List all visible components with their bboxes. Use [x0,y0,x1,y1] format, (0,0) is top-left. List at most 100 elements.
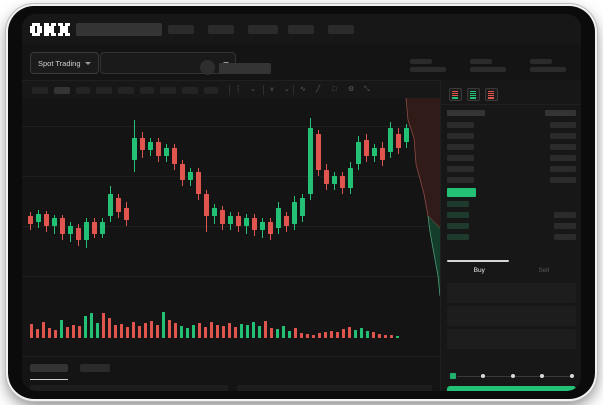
nav-item-1[interactable] [168,25,194,34]
candle-13 [132,98,137,293]
orderbook-ask-price-3[interactable] [447,155,474,161]
timeframe-button-8[interactable] [204,87,218,94]
order-form-tabs: Buy Sell [447,260,576,274]
orderbook-bid-amount-2[interactable] [554,223,576,229]
slider-stop-25[interactable] [480,374,485,378]
orderbook-ask-price-0[interactable] [447,122,474,128]
volume-bar-12 [102,313,105,338]
coin-avatar [200,60,215,75]
orderbook-bid-amount-3[interactable] [554,234,576,240]
timeframe-button-3[interactable] [96,87,112,94]
orderbook-bid-price-1[interactable] [447,212,469,218]
candle-22 [204,98,209,293]
okx-logo[interactable] [30,23,70,36]
slider-stop-75[interactable] [540,374,545,378]
timeframe-button-4[interactable] [118,87,134,94]
orderbook-mode-asks-icon[interactable] [485,88,498,101]
candle-40 [348,98,353,293]
price-chart[interactable] [22,98,440,356]
orderbook-and-order-panel: Buy Sell [440,80,581,391]
indicators-icon[interactable]: ⩛ [270,86,274,93]
order-tab-sell[interactable]: Sell [538,266,550,274]
volume-bar-55 [360,328,363,338]
candle-9 [100,98,105,293]
orderbook-bid-price-3[interactable] [447,234,469,240]
nav-item-4[interactable] [288,25,314,34]
bottom-tab-open-orders[interactable] [30,364,68,372]
volume-bar-16 [126,327,129,338]
orderbook-ask-price-4[interactable] [447,166,474,172]
chart-type-chevron-icon[interactable]: ⌄ [250,86,256,93]
candle-17 [164,98,169,293]
slider-stop-50[interactable] [510,374,515,378]
slider-stop-100[interactable] [570,374,574,378]
orderbook-bid-price-2[interactable] [447,223,469,229]
orderbook-col-header-amount [545,110,576,116]
volume-bar-9 [84,316,87,338]
orderbook-ask-price-5[interactable] [447,177,474,183]
candle-24 [220,98,225,293]
orderbook-ask-amount-0[interactable] [550,122,576,128]
slider-handle[interactable] [449,372,457,380]
timeframe-button-7[interactable] [182,87,198,94]
orderbook-mode-both-icon[interactable] [449,88,462,101]
candle-36 [316,98,321,293]
submit-buy-button[interactable] [447,386,576,391]
orderbook-mode-bids-icon[interactable] [467,88,480,101]
order-amount-field[interactable] [447,306,576,326]
candle-27 [244,98,249,293]
stat-last-price [410,59,446,72]
bottom-tab-order-history[interactable] [80,364,110,372]
timeframe-button-0[interactable] [32,87,48,94]
order-percent-slider[interactable] [449,372,574,380]
candle-2 [44,98,49,293]
camera-snapshot-icon[interactable]: □ [332,86,337,93]
nav-item-3[interactable] [248,25,278,34]
volume-bar-59 [384,335,387,338]
timeframe-button-1[interactable] [54,87,70,94]
fullscreen-icon[interactable]: ⤡ [364,86,370,93]
top-navigation-bar [22,14,581,44]
orderbook-header-divider [441,104,581,105]
orderbook-ask-price-2[interactable] [447,144,474,150]
volume-bar-1 [36,329,39,338]
volume-bar-57 [372,332,375,338]
order-price-field[interactable] [447,283,576,303]
nav-search-box[interactable] [76,23,162,36]
candle-32 [284,98,289,293]
orderbook-ask-amount-2[interactable] [550,144,576,150]
volume-bar-33 [228,323,231,338]
orderbook-ask-price-1[interactable] [447,133,474,139]
order-total-field[interactable] [447,329,576,349]
bottom-panel-left [30,385,228,391]
indicators-chevron-icon[interactable]: ⌄ [284,86,290,93]
order-tab-buy[interactable]: Buy [473,266,485,274]
timeframe-button-5[interactable] [140,87,154,94]
nav-item-2[interactable] [208,25,234,34]
orderbook-ask-amount-4[interactable] [550,166,576,172]
nav-item-5[interactable] [328,25,354,34]
trading-pair-select[interactable] [100,52,236,74]
candlestick-chart-icon[interactable]: ┆ [236,86,241,93]
orderbook-bid-amount-1[interactable] [554,212,576,218]
okx-logo-glyph-k [44,23,56,36]
volume-bar-35 [240,324,243,338]
spot-trading-dropdown[interactable]: Spot Trading [30,52,99,74]
timeframe-button-2[interactable] [76,87,90,94]
volume-bar-17 [132,322,135,338]
volume-bar-21 [156,325,159,338]
volume-bar-10 [90,313,93,338]
spot-trading-label: Spot Trading [38,58,81,68]
orderbook-bid-price-0[interactable] [447,201,469,207]
orderbook-view-modes [449,88,498,101]
volume-bar-20 [150,321,153,338]
pencil-draw-icon[interactable]: ╱ [316,86,321,93]
line-chart-icon[interactable]: ∿ [300,86,306,93]
timeframe-button-6[interactable] [160,87,176,94]
orderbook-ask-amount-3[interactable] [550,155,576,161]
orderbook-ask-amount-1[interactable] [550,133,576,139]
settings-gear-icon[interactable]: ⚙ [348,86,355,93]
bottom-panel-right [237,385,432,391]
candle-8 [92,98,97,293]
orderbook-ask-amount-5[interactable] [550,177,576,183]
